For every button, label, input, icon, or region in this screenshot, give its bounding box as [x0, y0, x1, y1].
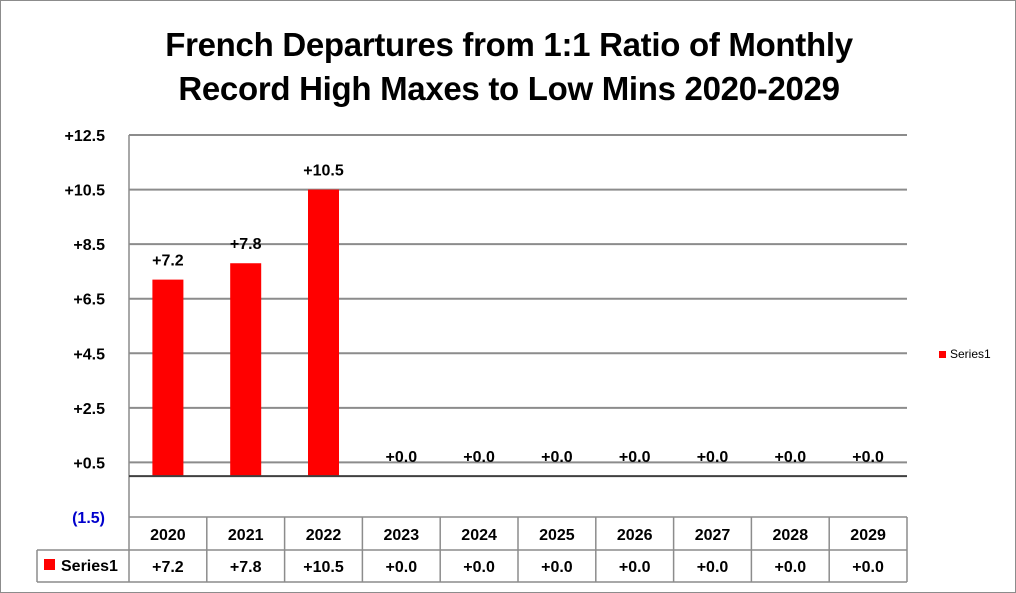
data-label: +0.0 — [697, 449, 729, 466]
y-tick-label: +6.5 — [73, 292, 105, 309]
table-value: +0.0 — [541, 559, 573, 576]
x-category-label: 2020 — [150, 527, 186, 544]
x-category-label: 2021 — [228, 527, 264, 544]
bar — [152, 279, 184, 477]
data-label: +0.0 — [541, 449, 573, 466]
x-category-label: 2025 — [539, 527, 575, 544]
data-label: +0.0 — [386, 449, 418, 466]
data-label: +10.5 — [303, 163, 344, 180]
legend: Series1 — [939, 347, 991, 361]
data-label: +7.8 — [230, 236, 262, 253]
x-category-label: 2023 — [384, 527, 420, 544]
bar — [230, 263, 262, 477]
table-value: +10.5 — [303, 559, 344, 576]
x-category-label: 2026 — [617, 527, 653, 544]
legend-label: Series1 — [950, 347, 991, 361]
y-tick-label: +2.5 — [73, 401, 105, 418]
y-tick-label: +8.5 — [73, 237, 105, 254]
table-series-name: Series1 — [61, 558, 118, 575]
y-tick-label: +4.5 — [73, 346, 105, 363]
y-tick-label: +0.5 — [73, 455, 105, 472]
data-label: +0.0 — [852, 449, 884, 466]
table-value: +7.8 — [230, 559, 262, 576]
y-tick-label: (1.5) — [72, 510, 105, 527]
table-value: +0.0 — [697, 559, 729, 576]
x-category-label: 2024 — [461, 527, 497, 544]
y-tick-label: +10.5 — [65, 183, 106, 200]
bar — [308, 189, 339, 477]
chart-title-line-1: French Departures from 1:1 Ratio of Mont… — [165, 26, 853, 63]
x-category-label: 2028 — [773, 527, 809, 544]
table-value: +0.0 — [852, 559, 884, 576]
legend-swatch — [939, 350, 946, 358]
table-value: +0.0 — [619, 559, 651, 576]
table-value: +0.0 — [386, 559, 418, 576]
data-label: +7.2 — [152, 253, 184, 270]
x-category-label: 2027 — [695, 527, 731, 544]
table-legend-swatch — [44, 559, 55, 570]
y-tick-label: +12.5 — [65, 128, 106, 145]
data-label: +0.0 — [463, 449, 495, 466]
x-category-label: 2029 — [850, 527, 886, 544]
x-category-label: 2022 — [306, 527, 342, 544]
table-value: +7.2 — [152, 559, 184, 576]
table-value: +0.0 — [775, 559, 807, 576]
table-value: +0.0 — [463, 559, 495, 576]
chart-title-line-2: Record High Maxes to Low Mins 2020-2029 — [178, 70, 840, 107]
data-label: +0.0 — [619, 449, 651, 466]
chart-title: French Departures from 1:1 Ratio of Mont… — [109, 23, 909, 111]
data-label: +0.0 — [775, 449, 807, 466]
